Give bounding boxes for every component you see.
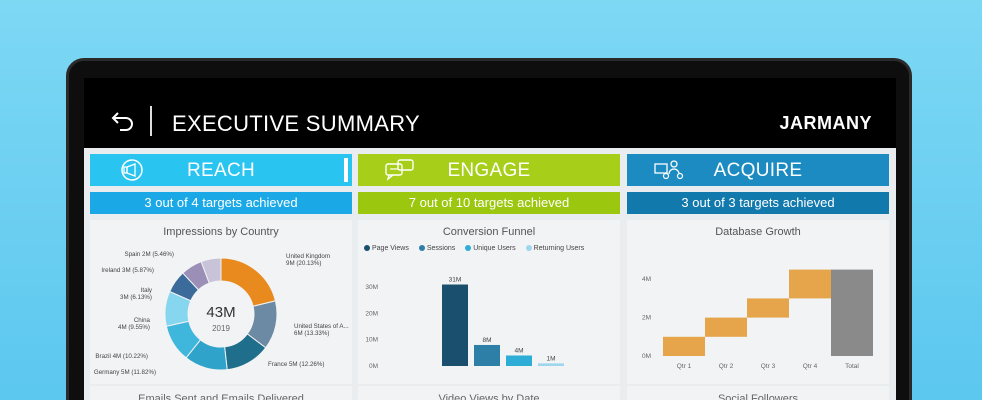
database-growth-chart: 0M 2M 4M Qtr 1 Qtr 2 Qtr 3 Qtr 4 Total: [642, 269, 873, 370]
acquire-header[interactable]: ACQUIRE: [627, 154, 889, 186]
legend-dot: [525, 245, 532, 251]
legend-label: Sessions: [426, 245, 456, 252]
donut-slice: [200, 257, 222, 284]
funnel-panel: Conversion Funnel Page Views Sessions Uniq…: [358, 220, 620, 384]
impressions-donut-chart: United Kingdom 9M (20.13%) United States o…: [94, 251, 349, 376]
donut-label: Ireland 3M (5.87%): [101, 267, 154, 274]
donut-center-value: 43M: [206, 304, 235, 321]
legend-item: Page Views: [364, 245, 414, 252]
brand-logo: JARMANY: [779, 113, 872, 133]
y-tick-label: 30M: [365, 284, 378, 291]
funnel-title: Conversion Funnel: [442, 226, 536, 238]
legend-dot: [418, 245, 425, 251]
donut-label: Spain 2M (5.46%): [124, 251, 174, 258]
engage-subtitle: 7 out of 10 targets achieved: [358, 192, 620, 214]
y-tick-label: 0M: [642, 353, 651, 360]
donut-label: France 5M (12.26%): [268, 361, 324, 368]
x-tick-label: Qtr 4: [803, 363, 818, 370]
growth-bar: [705, 317, 747, 337]
y-tick-label: 10M: [365, 337, 378, 344]
impressions-panel: Impressions by Country United Kingdom 9M …: [90, 220, 352, 384]
x-tick-label: Total: [845, 363, 859, 370]
top-bar: EXECUTIVE SUMMARY JARMANY: [84, 78, 896, 148]
people-icon: [654, 160, 684, 180]
funnel-bar: [442, 284, 468, 366]
legend-item: Sessions: [418, 245, 460, 252]
title-divider: [150, 106, 152, 136]
donut-center-year: 2019: [212, 324, 230, 333]
y-tick-label: 2M: [642, 315, 651, 322]
donut-label: Germany 5M (11.82%): [94, 369, 156, 376]
funnel-data-label: 8M: [482, 337, 491, 344]
funnel-data-label: 31M: [449, 277, 462, 284]
reach-label: REACH: [186, 160, 255, 181]
social-followers-panel-title: Social Followers: [627, 386, 889, 400]
acquire-label: ACQUIRE: [713, 160, 803, 181]
funnel-data-label: 4M: [514, 347, 523, 354]
growth-title: Database Growth: [715, 226, 801, 238]
emails-panel-title: Emails Sent and Emails Delivered: [90, 386, 352, 400]
x-tick-label: Qtr 2: [719, 363, 734, 370]
growth-bar: [663, 336, 705, 356]
donut-label: United Kingdom 9M (20.13%): [286, 253, 330, 267]
back-arrow-icon[interactable]: [110, 110, 136, 132]
video-views-panel-title: Video Views by Date: [358, 386, 620, 400]
chat-bubbles-icon: [385, 159, 414, 181]
acquire-subtitle: 3 out of 3 targets achieved: [627, 192, 889, 214]
funnel-bar: [474, 344, 500, 366]
legend-label: Unique Users: [473, 245, 516, 252]
funnel-bar-chart: 0M 10M 20M 30M 31M 8M 4M 1M: [365, 277, 564, 370]
growth-panel: Database Growth 0M 2M 4M Qtr 1 Qtr 2 Qtr 3 Qtr…: [627, 220, 889, 384]
y-tick-label: 20M: [365, 310, 378, 317]
screen: EXECUTIVE SUMMARY JARMANY REACH 3 out of…: [84, 78, 896, 400]
donut-label: Italy 3M (6.13%): [120, 287, 153, 301]
donut-label: Brazil 4M (10.22%): [95, 353, 148, 360]
funnel-bar: [506, 355, 532, 366]
y-tick-label: 4M: [642, 276, 651, 283]
donut-label: United States of A... 6M (13.33%): [294, 323, 349, 337]
y-tick-label: 0M: [369, 363, 378, 370]
funnel-bar: [538, 363, 564, 366]
engage-header[interactable]: ENGAGE: [358, 154, 620, 186]
growth-bar: [831, 269, 873, 356]
legend-dot: [465, 245, 472, 251]
impressions-title: Impressions by Country: [163, 226, 279, 238]
legend-label: Page Views: [372, 245, 409, 252]
donut-label: China 4M (9.55%): [118, 317, 151, 331]
reach-subtitle: 3 out of 4 targets achieved: [90, 192, 352, 214]
legend-dot: [364, 245, 370, 251]
reach-scroll-indicator: [344, 158, 348, 182]
growth-bar: [789, 269, 831, 299]
growth-bar: [747, 298, 789, 318]
reach-header[interactable]: REACH: [90, 154, 352, 186]
legend-item: Unique Users: [465, 245, 520, 252]
legend-label: Returning Users: [533, 245, 585, 252]
x-tick-label: Qtr 3: [761, 363, 776, 370]
dashboard: REACH 3 out of 4 targets achieved Impres…: [84, 148, 896, 400]
funnel-legend: Page Views Sessions Unique Users Returning …: [364, 245, 594, 252]
megaphone-icon: [121, 159, 143, 181]
donut-slice: [220, 257, 277, 307]
legend-item: Returning Users: [525, 245, 590, 252]
funnel-data-label: 1M: [546, 355, 555, 362]
x-tick-label: Qtr 1: [677, 363, 692, 370]
page-title: EXECUTIVE SUMMARY: [172, 111, 420, 136]
engage-label: ENGAGE: [447, 160, 531, 181]
